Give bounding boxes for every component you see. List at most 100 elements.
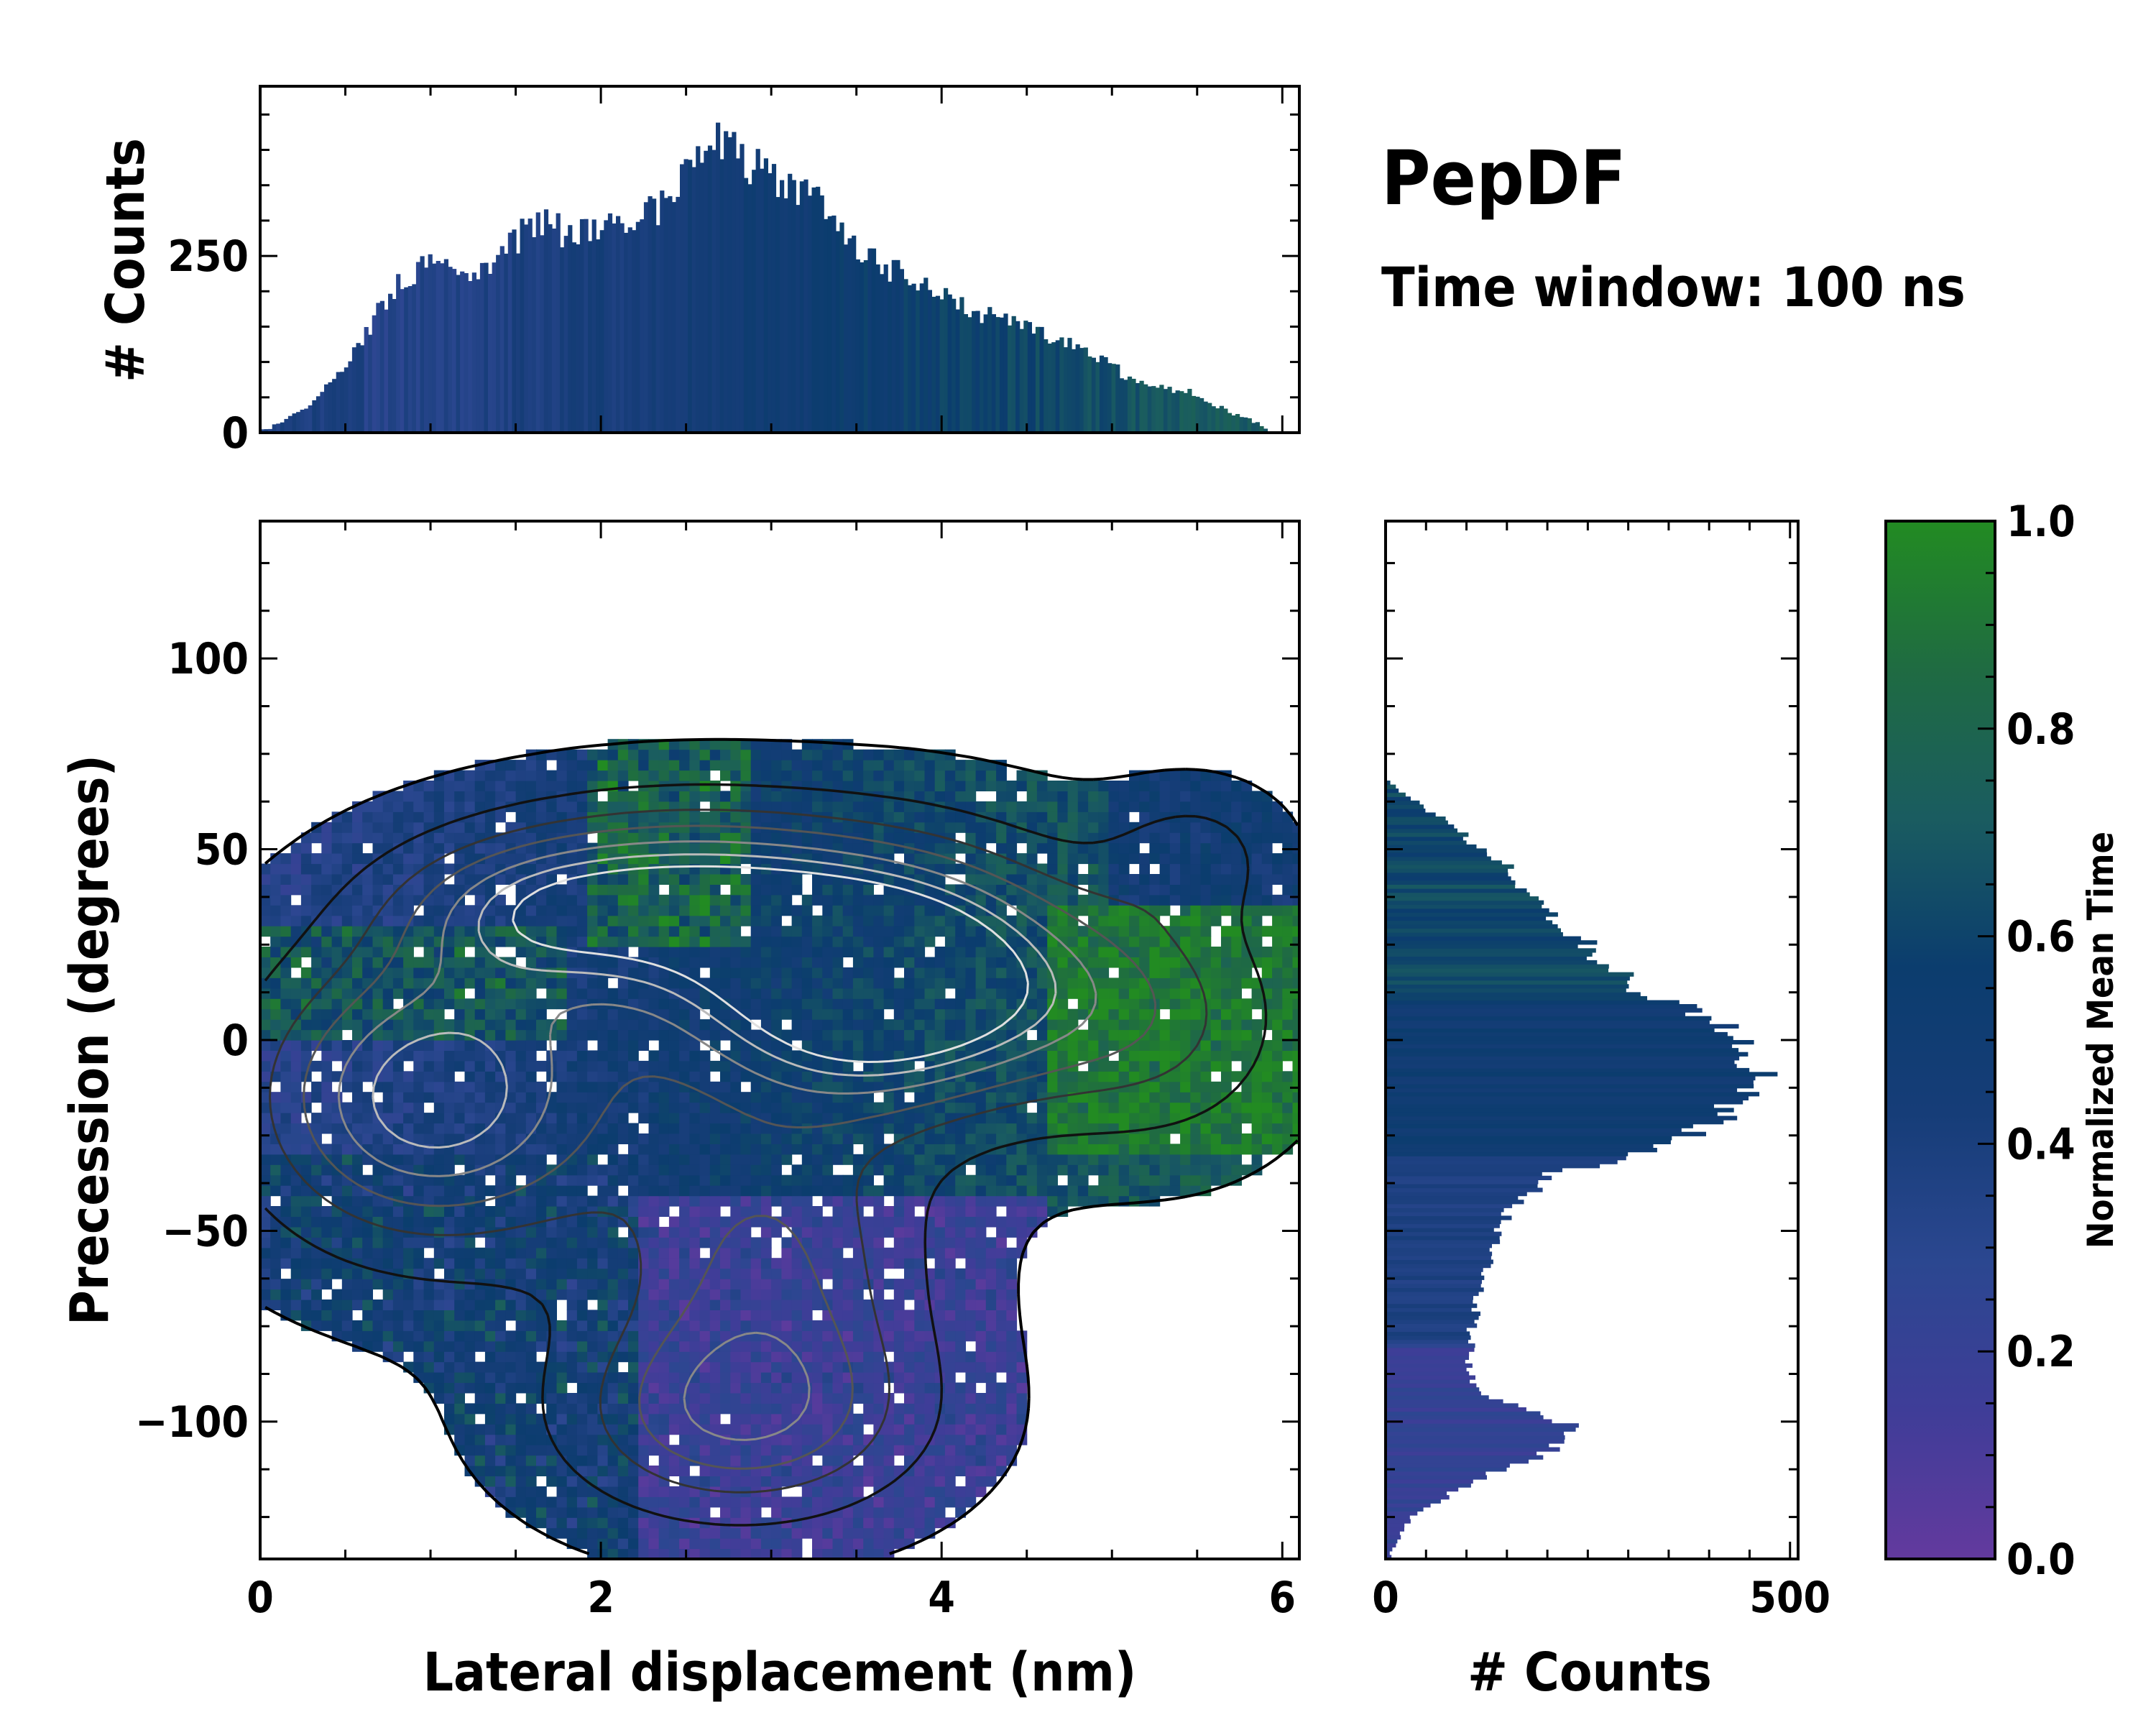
heatmap-cell bbox=[1098, 1071, 1110, 1082]
heatmap-cell bbox=[699, 1081, 711, 1092]
heatmap-cell bbox=[1077, 1195, 1089, 1207]
heatmap-cell bbox=[423, 1040, 435, 1051]
heatmap-cell bbox=[566, 1300, 578, 1310]
heatmap-cell bbox=[1026, 1008, 1038, 1020]
heatmap-cell bbox=[985, 1340, 997, 1352]
top-hist-bar bbox=[855, 259, 860, 433]
heatmap-cell bbox=[832, 1258, 844, 1269]
heatmap-cell bbox=[628, 1445, 639, 1456]
heatmap-cell bbox=[801, 1496, 813, 1508]
heatmap-cell bbox=[576, 1340, 588, 1352]
heatmap-cell bbox=[944, 926, 956, 937]
heatmap-cell bbox=[290, 1279, 302, 1290]
heatmap-cell bbox=[1077, 1029, 1089, 1041]
heatmap-cell bbox=[812, 1113, 823, 1124]
top-hist-bar bbox=[607, 213, 613, 433]
heatmap-cell bbox=[996, 1300, 1007, 1310]
top-hist-bar bbox=[927, 290, 932, 433]
heatmap-cell bbox=[832, 1154, 844, 1165]
heatmap-cell bbox=[556, 1361, 568, 1373]
heatmap-cell bbox=[1200, 1040, 1212, 1051]
heatmap-cell bbox=[505, 1455, 517, 1466]
heatmap-cell bbox=[1098, 947, 1110, 957]
heatmap-cell bbox=[812, 1289, 823, 1300]
heatmap-cell bbox=[668, 1289, 680, 1300]
heatmap-cell bbox=[505, 1029, 517, 1041]
heatmap-cell bbox=[1159, 1019, 1171, 1031]
heatmap-cell bbox=[842, 1081, 854, 1092]
heatmap-cell bbox=[454, 1434, 465, 1445]
top-hist-bar bbox=[972, 310, 977, 433]
heatmap-cell bbox=[1261, 1113, 1273, 1124]
heatmap-cell bbox=[352, 1226, 363, 1238]
heatmap-cell bbox=[760, 988, 772, 999]
heatmap-cell bbox=[1282, 1008, 1294, 1020]
heatmap-cell bbox=[607, 1226, 619, 1238]
heatmap-cell bbox=[617, 1123, 629, 1134]
heatmap-cell bbox=[617, 1071, 629, 1082]
heatmap-cell bbox=[832, 1393, 844, 1404]
heatmap-cell bbox=[454, 936, 465, 947]
heatmap-cell bbox=[566, 936, 578, 947]
heatmap-cell bbox=[638, 1517, 649, 1529]
top-hist-bar bbox=[300, 410, 305, 433]
heatmap-cell bbox=[996, 1268, 1007, 1279]
heatmap-cell bbox=[658, 1237, 670, 1248]
heatmap-cell bbox=[392, 926, 404, 937]
heatmap-cell bbox=[597, 1279, 609, 1290]
heatmap-cell bbox=[556, 1413, 568, 1425]
heatmap-cell bbox=[883, 1434, 895, 1445]
heatmap-cell bbox=[730, 1393, 742, 1404]
heatmap-cell bbox=[464, 1206, 476, 1217]
heatmap-cell bbox=[464, 998, 476, 1010]
heatmap-cell bbox=[1169, 967, 1181, 978]
heatmap-cell bbox=[576, 1486, 588, 1497]
heatmap-cell bbox=[699, 1060, 711, 1072]
heatmap-cell bbox=[1272, 1144, 1283, 1155]
heatmap-cell bbox=[771, 988, 782, 999]
heatmap-cell bbox=[873, 1403, 885, 1414]
heatmap-cell bbox=[934, 926, 946, 937]
heatmap-cell bbox=[525, 1113, 537, 1124]
heatmap-cell bbox=[525, 1206, 537, 1217]
heatmap-cell bbox=[1108, 1092, 1120, 1103]
heatmap-cell bbox=[791, 1434, 803, 1445]
heatmap-cell bbox=[679, 936, 690, 947]
heatmap-cell bbox=[924, 1517, 936, 1529]
heatmap-cell bbox=[852, 1092, 864, 1103]
heatmap-cell bbox=[352, 1113, 363, 1124]
heatmap-cell bbox=[791, 926, 803, 937]
heatmap-cell bbox=[873, 1496, 885, 1508]
heatmap-cell bbox=[904, 1466, 915, 1476]
heatmap-cell bbox=[842, 1060, 854, 1072]
heatmap-cell bbox=[658, 1413, 670, 1425]
heatmap-cell bbox=[382, 1081, 394, 1092]
heatmap-cell bbox=[617, 1195, 629, 1207]
heatmap-cell bbox=[863, 1527, 874, 1539]
heatmap-cell bbox=[433, 1320, 445, 1331]
heatmap-cell bbox=[842, 1476, 854, 1487]
heatmap-cell bbox=[873, 1289, 885, 1300]
heatmap-cell bbox=[321, 947, 333, 957]
heatmap-cell bbox=[1200, 936, 1212, 947]
heatmap-cell bbox=[1251, 1029, 1263, 1041]
heatmap-cell bbox=[587, 1320, 598, 1331]
heatmap-cell bbox=[474, 1403, 486, 1414]
heatmap-cell bbox=[536, 1279, 547, 1290]
heatmap-cell bbox=[822, 1403, 834, 1414]
heatmap-cell bbox=[556, 1174, 568, 1186]
heatmap-cell bbox=[873, 1071, 885, 1082]
heatmap-cell bbox=[433, 1060, 445, 1072]
heatmap-cell bbox=[955, 915, 966, 926]
heatmap-cell bbox=[617, 1455, 629, 1466]
heatmap-cell bbox=[505, 1434, 517, 1445]
heatmap-cell bbox=[617, 1206, 629, 1217]
heatmap-cell bbox=[852, 1081, 864, 1092]
heatmap-cell bbox=[1026, 998, 1038, 1010]
heatmap-cell bbox=[740, 1496, 752, 1508]
heatmap-cell bbox=[505, 1174, 517, 1186]
heatmap-cell bbox=[668, 1154, 680, 1165]
heatmap-cell bbox=[474, 1393, 486, 1404]
heatmap-cell bbox=[413, 1071, 425, 1082]
heatmap-cell bbox=[648, 1206, 660, 1217]
